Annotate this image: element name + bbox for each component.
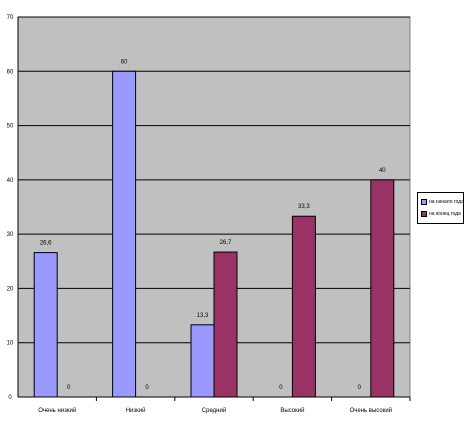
axes: 0 10 20 30 40 50 60 70 Очень низкий Низкий Средний…	[7, 15, 411, 414]
bar-start	[190, 324, 215, 398]
x-tick-label: Средний	[202, 407, 226, 414]
y-tick-label: 50	[7, 124, 14, 130]
x-tick-label: Очень низкий	[38, 407, 76, 414]
bar-start	[112, 70, 137, 398]
x-tick-label: Низкий	[126, 407, 146, 414]
data-label: 40	[379, 168, 386, 174]
x-tick-label: Очень высокий	[350, 407, 392, 414]
bar-end	[291, 215, 316, 398]
data-labels: 26,6 0 60 0 13,3 26,7 0 33,3 0 40	[40, 59, 386, 391]
legend-label-start: на начало года	[429, 199, 464, 205]
bar-end	[370, 179, 395, 398]
data-label: 60	[121, 59, 128, 65]
data-label: 26,7	[220, 240, 232, 246]
y-tick-label: 30	[7, 232, 14, 238]
gridlines	[18, 16, 410, 344]
y-tick-label: 10	[7, 341, 14, 347]
data-label: 33,3	[298, 204, 310, 210]
y-tick-label: 60	[7, 69, 14, 75]
legend-item-end: на конец года	[421, 208, 461, 220]
legend-swatch-end	[421, 211, 427, 217]
x-tick-label: Высокий	[280, 407, 304, 414]
bar-end	[213, 251, 238, 398]
data-label: 0	[67, 385, 71, 391]
data-label: 0	[145, 385, 149, 391]
legend-label-end: на конец года	[429, 211, 461, 217]
y-tick-label: 20	[7, 286, 14, 292]
data-label: 13,3	[197, 313, 209, 319]
legend: на начало года на конец года	[417, 192, 464, 224]
bar-start	[33, 252, 58, 398]
bars	[33, 70, 395, 398]
data-label: 0	[358, 385, 362, 391]
y-tick-label: 70	[7, 15, 14, 21]
y-tick-label: 40	[7, 178, 14, 184]
data-label: 0	[279, 385, 283, 391]
legend-item-start: на начало года	[421, 196, 464, 208]
legend-swatch-start	[421, 199, 427, 205]
y-tick-label: 0	[8, 395, 12, 401]
data-label: 26,6	[40, 241, 52, 247]
